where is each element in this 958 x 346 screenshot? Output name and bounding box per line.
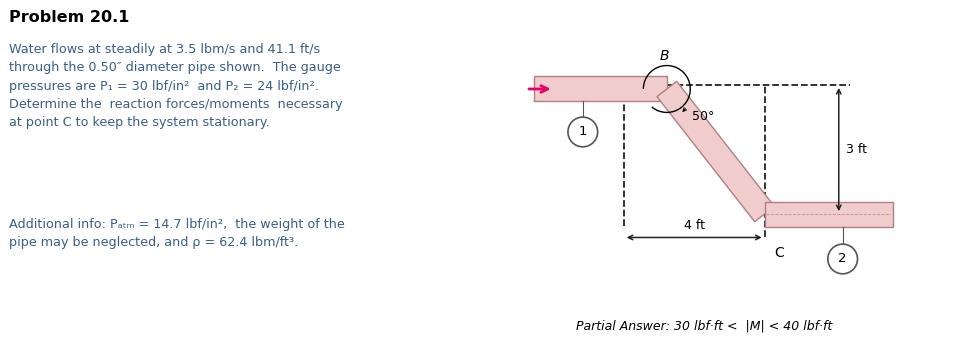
Polygon shape [534,76,667,101]
Polygon shape [657,81,774,222]
Text: 1: 1 [579,126,587,138]
Text: Additional info: Pₐₜₘ = 14.7 lbf/in²,  the weight of the
pipe may be neglected, : Additional info: Pₐₜₘ = 14.7 lbf/in², th… [10,218,345,249]
Text: 50°: 50° [693,110,715,124]
Text: Problem 20.1: Problem 20.1 [10,10,129,25]
Text: C: C [774,246,784,260]
Text: Water flows at steadily at 3.5 lbm/s and 41.1 ft/s
through the 0.50″ diameter pi: Water flows at steadily at 3.5 lbm/s and… [10,43,343,129]
Text: 3 ft: 3 ft [846,143,867,156]
Text: B: B [660,49,670,63]
Text: Partial Answer: 30 lbf·ft <  |M| < 40 lbf·ft: Partial Answer: 30 lbf·ft < |M| < 40 lbf… [576,319,833,332]
Polygon shape [764,201,894,227]
Text: 2: 2 [838,253,847,265]
Text: 4 ft: 4 ft [684,219,705,233]
